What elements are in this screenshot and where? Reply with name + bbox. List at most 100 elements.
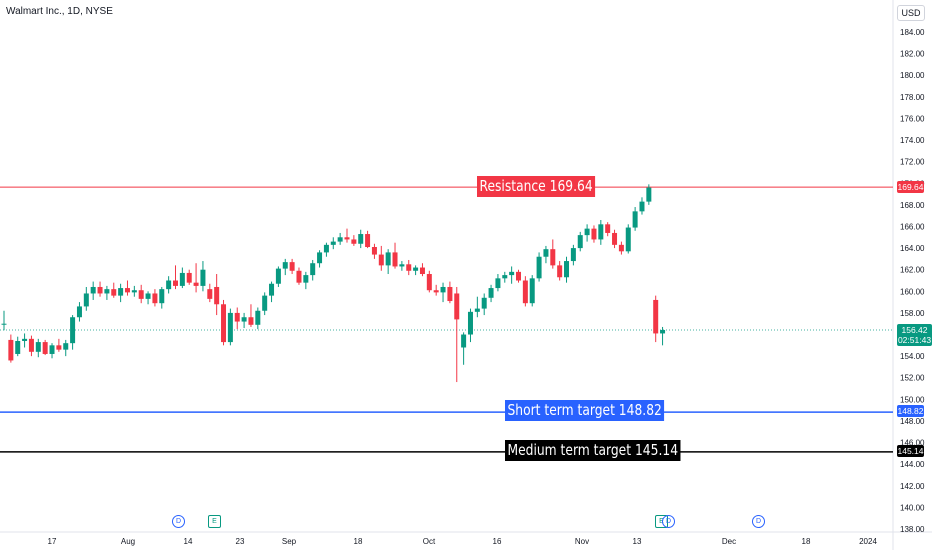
candle-body: [28, 338, 34, 352]
candle-body: [234, 312, 240, 322]
candle-body: [461, 334, 467, 348]
current-price: 156.42: [901, 325, 928, 335]
candle-body: [296, 270, 302, 283]
time-tick-label: 18: [354, 537, 363, 546]
candle-body: [625, 227, 631, 252]
price-tick-label: 164.00: [900, 244, 925, 253]
candle-body: [358, 234, 364, 244]
candle-body: [495, 278, 501, 289]
candle-body: [536, 256, 542, 279]
price-tick-label: 168.00: [900, 201, 925, 210]
candle-body: [564, 261, 570, 278]
candle-body: [365, 234, 371, 248]
candle-body: [433, 290, 439, 293]
price-tick-label: 160.00: [900, 287, 925, 296]
candle-body: [56, 345, 62, 350]
candle-body: [447, 286, 453, 302]
candle-body: [618, 244, 624, 252]
time-tick-label: Nov: [575, 537, 589, 546]
candle-body: [509, 271, 515, 276]
candle-body: [337, 237, 343, 242]
price-tick-label: 184.00: [900, 28, 925, 37]
candle-body: [474, 308, 480, 312]
candle-body: [598, 224, 604, 240]
medium-term-target-label: Medium term target 145.14: [505, 440, 681, 461]
price-tick-label: 174.00: [900, 136, 925, 145]
price-tick-label: 182.00: [900, 50, 925, 59]
price-tick-label: 158.00: [900, 309, 925, 318]
candle-body: [605, 224, 611, 233]
candle-body: [90, 286, 96, 294]
time-tick-label: Aug: [121, 537, 135, 546]
candle-body: [104, 289, 110, 294]
candle-body: [632, 211, 638, 228]
candle-body: [255, 310, 261, 325]
candle-body: [166, 280, 172, 290]
candle-body: [660, 329, 666, 334]
candle-body: [323, 244, 329, 253]
earnings-event-icon[interactable]: E: [208, 515, 221, 528]
candle-body: [131, 290, 137, 293]
price-tick-label: 150.00: [900, 395, 925, 404]
candle-body: [118, 288, 124, 296]
candle-body: [570, 248, 576, 262]
candle-body: [124, 288, 130, 293]
dividend-event-icon[interactable]: D: [172, 515, 185, 528]
price-tick-label: 172.00: [900, 158, 925, 167]
candle-body: [97, 286, 103, 294]
candle-body: [70, 317, 76, 344]
candle-body: [653, 299, 659, 334]
candle-body: [646, 187, 652, 202]
bar-countdown: 02:51:43: [897, 335, 932, 345]
time-tick-label: 2024: [859, 537, 877, 546]
price-tick-label: 144.00: [900, 460, 925, 469]
time-tick-label: 16: [493, 537, 502, 546]
candle-body: [392, 252, 398, 267]
candle-body: [557, 265, 563, 278]
candle-body: [543, 249, 549, 257]
candle-body: [378, 254, 384, 266]
candle-body: [159, 289, 165, 304]
price-tick-label: 180.00: [900, 71, 925, 80]
candle-body: [83, 293, 89, 307]
candle-body: [221, 304, 227, 343]
candle-body: [454, 293, 460, 320]
candle-body: [63, 343, 69, 350]
candle-body: [639, 201, 645, 212]
candle-body: [200, 269, 206, 286]
candle-body: [310, 263, 316, 276]
candle-body: [145, 293, 151, 299]
currency-selector[interactable]: USD: [897, 5, 925, 21]
time-tick-label: 17: [48, 537, 57, 546]
candle-body: [248, 317, 254, 325]
candle-body: [49, 345, 55, 354]
resistance-label: Resistance 169.64: [477, 176, 596, 197]
dividend-event-icon[interactable]: D: [662, 515, 675, 528]
candle-body: [550, 249, 556, 266]
price-tick-label: 178.00: [900, 93, 925, 102]
time-tick-label: Dec: [722, 537, 736, 546]
price-tick-label: 162.00: [900, 266, 925, 275]
candle-body: [371, 247, 377, 255]
candle-body: [227, 312, 233, 343]
medium-term-price-tag: 145.14: [897, 445, 924, 457]
candle-body: [351, 239, 357, 244]
time-tick-label: Sep: [282, 537, 297, 546]
price-tick-label: 146.00: [900, 439, 925, 448]
candle-body: [317, 252, 323, 264]
candle-body: [467, 311, 473, 335]
price-tick-label: 138.00: [900, 525, 925, 534]
short-term-target-label: Short term target 148.82: [505, 400, 665, 421]
candle-body: [269, 283, 275, 296]
candle-body: [207, 289, 213, 299]
time-tick-label: 13: [633, 537, 642, 546]
candle-body: [42, 342, 48, 354]
candle-body: [179, 272, 185, 286]
dividend-event-icon[interactable]: D: [752, 515, 765, 528]
candle-body: [502, 275, 508, 279]
price-tick-label: 154.00: [900, 352, 925, 361]
price-tick-label: 142.00: [900, 482, 925, 491]
candle-body: [241, 317, 247, 322]
price-tick-label: 140.00: [900, 503, 925, 512]
